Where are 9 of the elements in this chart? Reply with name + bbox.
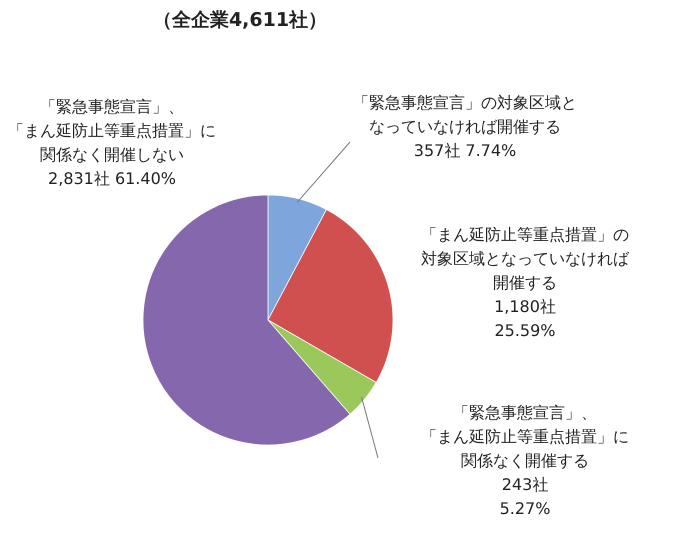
slice-label: 「緊急事態宣言」、「まん延防止等重点措置」に関係なく開催する (421, 403, 629, 470)
data-label: 1,180社 25.59% (494, 297, 556, 340)
data-label: 357社 7.74% (414, 141, 516, 160)
data-label: 2,831社 61.40% (48, 169, 176, 188)
data-label: 243社 5.27% (500, 475, 550, 518)
slice-label: 「緊急事態宣言」、「まん延防止等重点措置」に関係なく開催しない (8, 97, 216, 164)
chart-title: （全企業4,611社） (152, 9, 328, 31)
slice-label: 「まん延防止等重点措置」の対象区域となっていなければ開催する (421, 225, 630, 292)
slice-label: 「緊急事態宣言」の対象区域となっていなければ開催する (353, 93, 577, 136)
